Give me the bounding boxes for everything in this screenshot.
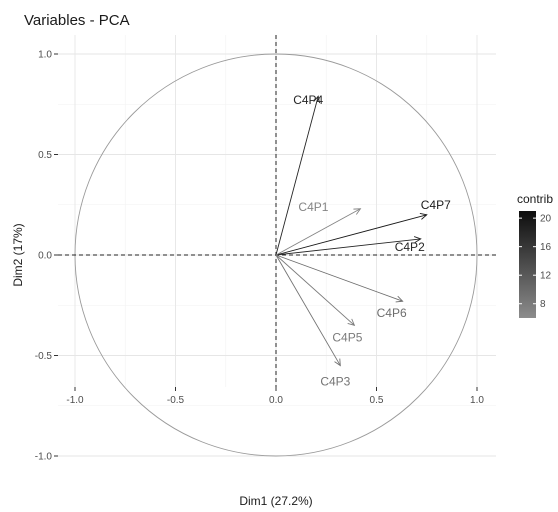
legend-tick-label: 16 xyxy=(540,242,552,253)
arrow-c4p5 xyxy=(275,254,355,326)
legend-tick-label: 20 xyxy=(540,214,552,225)
y-tick-label: 0.0 xyxy=(38,251,52,262)
variable-label-c4p5: C4P5 xyxy=(332,330,362,344)
y-tick-label: 0.5 xyxy=(38,150,52,161)
variable-label-c4p6: C4P6 xyxy=(377,306,407,320)
arrow-c4p3 xyxy=(275,254,341,366)
arrowhead-c4p2 xyxy=(413,236,422,244)
variable-label-c4p4: C4P4 xyxy=(293,93,323,107)
arrowhead-c4p1 xyxy=(353,208,362,215)
arrowhead-c4p4 xyxy=(313,95,320,104)
arrowhead-c4p7 xyxy=(419,213,428,220)
x-tick-label: -1.0 xyxy=(66,395,84,406)
x-tick-label: 0.5 xyxy=(370,395,384,406)
variable-label-c4p1: C4P1 xyxy=(298,200,328,214)
x-axis-label: Dim1 (27.2%) xyxy=(239,494,312,508)
legend-ticks: 8 12 16 20 xyxy=(519,214,552,310)
legend: contrib 8 12 16 20 xyxy=(517,192,553,318)
arrowhead-c4p3 xyxy=(334,358,341,367)
y-axis-label: Dim2 (17%) xyxy=(11,223,25,286)
x-tick-label: 1.0 xyxy=(470,395,484,406)
variable-label-c4p3: C4P3 xyxy=(320,375,350,389)
variable-label-c4p7: C4P7 xyxy=(421,198,451,212)
variable-labels: C4P4 C4P7 C4P2 C4P1 C4P6 C4P5 C4P3 xyxy=(293,93,451,388)
legend-tick-label: 12 xyxy=(540,271,552,282)
arrowhead-c4p6 xyxy=(395,295,404,303)
y-tick-label: -1.0 xyxy=(35,452,53,463)
grid-lines xyxy=(58,35,496,457)
arrow-c4p6 xyxy=(275,254,403,302)
arrow-c4p2 xyxy=(275,238,421,256)
y-axis-ticks: -1.0 -0.5 0.0 0.5 1.0 xyxy=(35,50,58,463)
arrowhead-c4p5 xyxy=(347,318,356,327)
legend-tick-label: 8 xyxy=(540,299,546,310)
x-tick-label: 0.0 xyxy=(269,395,283,406)
chart-title: Variables - PCA xyxy=(24,12,130,29)
arrow-c4p7 xyxy=(275,214,427,256)
x-axis-ticks: -1.0 -0.5 0.0 0.5 1.0 xyxy=(66,387,484,406)
variable-arrows xyxy=(275,95,428,367)
legend-colorbar xyxy=(519,211,536,318)
arrow-c4p1 xyxy=(275,208,361,256)
x-tick-label: -0.5 xyxy=(167,395,185,406)
variable-label-c4p2: C4P2 xyxy=(395,240,425,254)
arrow-c4p4 xyxy=(275,96,319,256)
y-tick-label: -0.5 xyxy=(35,351,53,362)
y-tick-label: 1.0 xyxy=(38,50,52,61)
legend-title: contrib xyxy=(517,192,553,206)
